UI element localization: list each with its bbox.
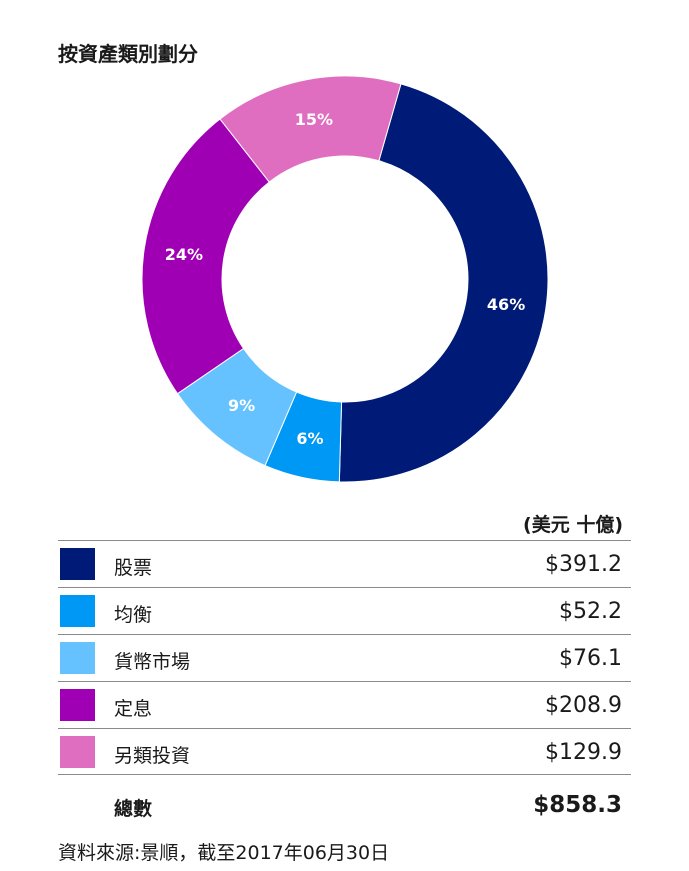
legend-swatch <box>60 595 95 627</box>
table-row: 另類投資 $129.9 <box>58 728 631 775</box>
donut-slice-5 <box>219 75 402 183</box>
legend-table: 股票 $391.2 均衡 $52.2 貨幣市場 $76.1 定息 $208.9 … <box>58 540 631 775</box>
legend-swatch <box>60 689 95 721</box>
slice-label: 6% <box>296 429 323 448</box>
table-row: 股票 $391.2 <box>58 540 631 587</box>
legend-label: 另類投資 <box>114 745 191 767</box>
donut-slice-4 <box>141 118 270 395</box>
legend-swatch <box>60 642 95 674</box>
legend-value: $52.2 <box>559 599 622 624</box>
slice-label: 15% <box>295 110 333 129</box>
legend-label: 股票 <box>114 557 153 579</box>
slice-label: 9% <box>228 396 255 415</box>
donut-slice-1 <box>338 83 549 483</box>
legend-label: 均衡 <box>114 604 153 626</box>
table-row: 均衡 $52.2 <box>58 587 631 634</box>
slice-label: 24% <box>165 245 203 264</box>
table-row: 定息 $208.9 <box>58 681 631 728</box>
legend-label: 貨幣市場 <box>114 651 191 673</box>
legend-label: 定息 <box>114 698 153 720</box>
units-label: (美元 十億) <box>523 514 623 536</box>
slice-label: 46% <box>487 295 525 314</box>
legend-value: $129.9 <box>545 740 622 765</box>
legend-value: $208.9 <box>545 693 622 718</box>
donut-chart: 46% 6% 9% 24% 15% <box>141 75 549 483</box>
source-note: 資料來源:景順，截至2017年06月30日 <box>58 842 390 864</box>
legend-value: $391.2 <box>545 552 622 577</box>
total-value: $858.3 <box>533 792 622 818</box>
table-row: 貨幣市場 $76.1 <box>58 634 631 681</box>
chart-title: 按資產類別劃分 <box>58 42 198 66</box>
total-label: 總數 <box>114 798 153 820</box>
total-row: 總數 $858.3 <box>58 792 631 822</box>
legend-value: $76.1 <box>559 646 622 671</box>
legend-swatch <box>60 736 95 768</box>
legend-swatch <box>60 548 95 580</box>
